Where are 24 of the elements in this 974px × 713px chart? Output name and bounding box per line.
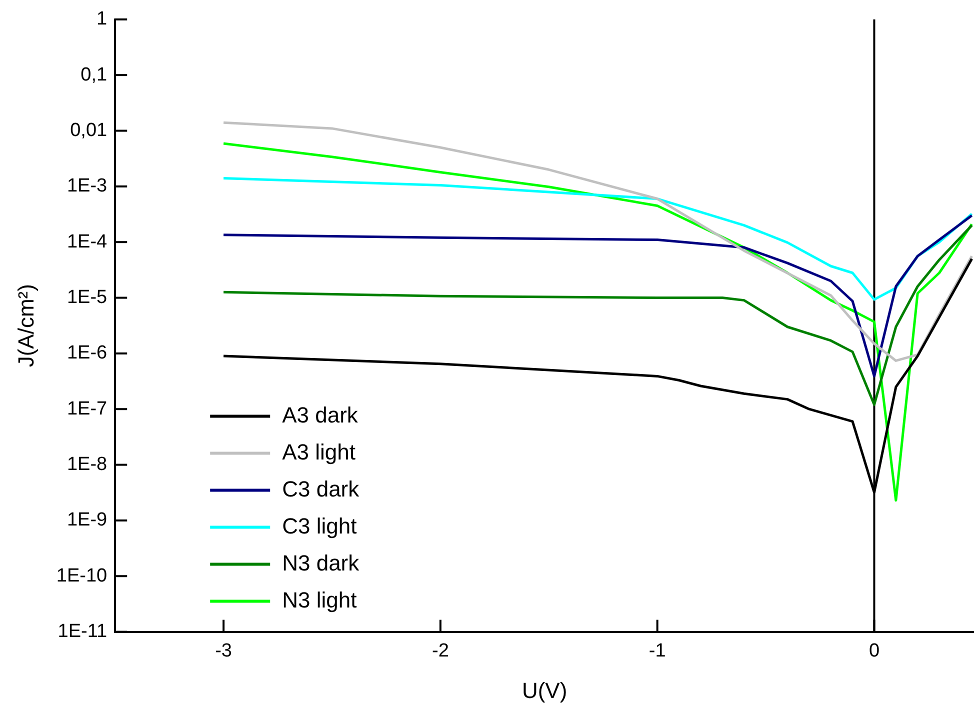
x-tick-label: -3 — [215, 640, 232, 662]
x-tick-label: -2 — [432, 640, 449, 662]
y-tick-label: 1E-4 — [66, 231, 108, 252]
legend-label: C3 light — [282, 513, 357, 538]
x-tick-label: 0 — [868, 640, 880, 662]
y-tick-label: 1E-8 — [66, 454, 108, 476]
legend-label: A3 dark — [282, 402, 359, 428]
x-tick-label: -1 — [648, 640, 666, 662]
legend-label: N3 dark — [282, 550, 360, 576]
y-tick-label: 0,1 — [80, 64, 108, 86]
y-tick-label: 1E-7 — [66, 398, 108, 420]
y-tick-label: 1E-10 — [56, 565, 108, 586]
y-tick-label: 0,01 — [70, 120, 108, 141]
legend-label: C3 dark — [282, 476, 360, 502]
legend-label: N3 light — [282, 587, 357, 612]
y-tick-label: 1E-5 — [66, 287, 108, 308]
y-tick-label: 1E-11 — [58, 621, 108, 642]
x-axis-title: U(V) — [522, 678, 568, 703]
y-tick-label: 1E-9 — [66, 510, 108, 531]
y-tick-label: 1 — [96, 8, 108, 30]
y-axis-title: J(A/cm²) — [13, 284, 38, 368]
y-tick-label: 1E-6 — [66, 342, 108, 364]
y-tick-label: 1E-3 — [66, 176, 108, 197]
legend-label: A3 light — [282, 439, 356, 464]
